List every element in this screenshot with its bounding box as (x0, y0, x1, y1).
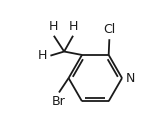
Text: N: N (125, 72, 135, 85)
Text: Cl: Cl (103, 23, 115, 36)
Text: H: H (49, 20, 58, 33)
Text: H: H (69, 20, 78, 33)
Text: Br: Br (51, 95, 65, 108)
Text: H: H (38, 49, 47, 62)
